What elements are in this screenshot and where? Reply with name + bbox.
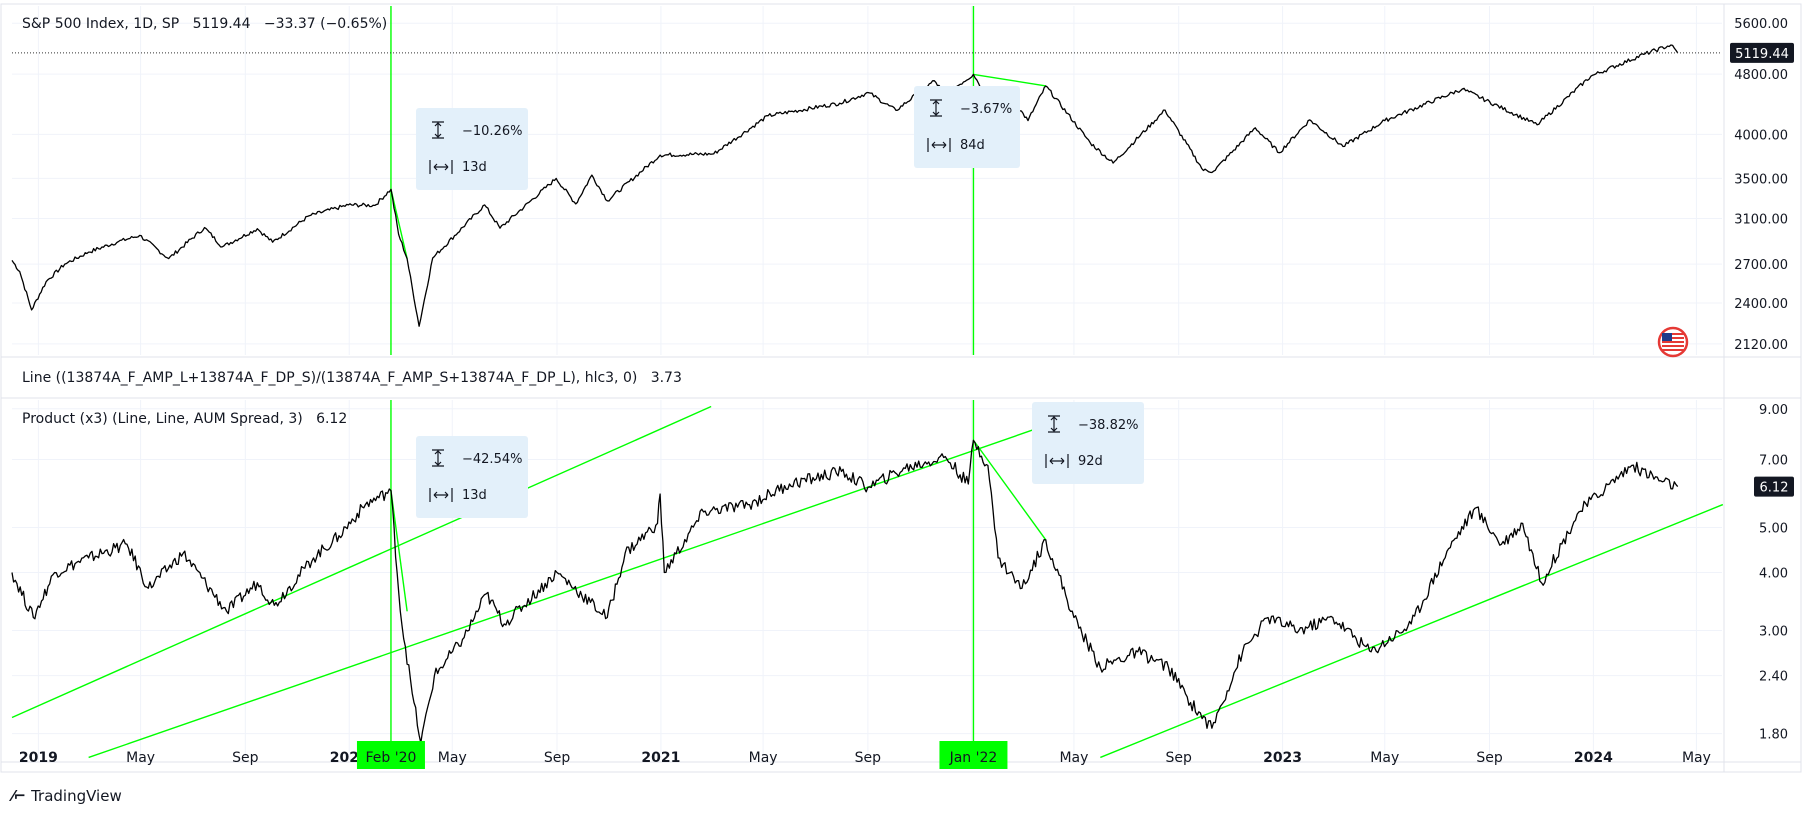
y-tick-label: 1.80 bbox=[1759, 728, 1788, 743]
y-tick-label: 4.00 bbox=[1759, 566, 1788, 581]
x-tick-label: May bbox=[126, 750, 155, 766]
measure-box-bg bbox=[416, 108, 528, 190]
measure-span-text: 13d bbox=[462, 160, 487, 175]
x-tick-label: May bbox=[1682, 750, 1711, 766]
bottom-legend: Product (x3) (Line, Line, AUM Spread, 3)… bbox=[22, 411, 347, 427]
y-tick-label: 3.00 bbox=[1759, 625, 1788, 640]
mid-legend: Line ((13874A_F_AMP_L+13874A_F_DP_S)/(13… bbox=[22, 370, 682, 386]
trend-line bbox=[972, 439, 1047, 541]
date-range-icon bbox=[429, 488, 453, 502]
y-tick-label: 2.40 bbox=[1759, 670, 1788, 685]
x-tick-label: May bbox=[749, 750, 778, 766]
measure-box: −38.82% 92d bbox=[1032, 402, 1144, 484]
date-range-icon bbox=[1045, 454, 1069, 468]
bottom-legend-value: 6.12 bbox=[316, 411, 348, 427]
y-tick-label: 9.00 bbox=[1759, 403, 1788, 418]
bottom-legend-label: Product (x3) (Line, Line, AUM Spread, 3) bbox=[22, 411, 303, 427]
measure-box-bg bbox=[914, 86, 1020, 168]
date-highlight-marker bbox=[939, 741, 1008, 769]
top-legend-symbol: S&P 500 Index, 1D, SP bbox=[22, 16, 180, 32]
price-range-icon bbox=[432, 449, 444, 467]
date-range-icon bbox=[927, 138, 951, 152]
y-tick-label: 5600.00 bbox=[1734, 17, 1788, 32]
x-tick-label: 2024 bbox=[1574, 750, 1613, 766]
date-highlight-marker bbox=[356, 741, 425, 769]
last-value-text: 5119.44 bbox=[1735, 47, 1789, 62]
measure-box: −3.67% 84d bbox=[914, 86, 1020, 168]
pane-1-plot bbox=[11, 400, 1724, 760]
price-range-icon bbox=[1048, 415, 1060, 433]
last-value-text: 6.12 bbox=[1760, 481, 1789, 496]
trend-line bbox=[1100, 503, 1724, 759]
chart-frame bbox=[0, 3, 1802, 773]
x-tick-label: 2021 bbox=[641, 750, 680, 766]
measure-span-text: 92d bbox=[1078, 454, 1103, 469]
x-tick-label: Sep bbox=[544, 750, 571, 766]
us-flag-stripe bbox=[1662, 337, 1684, 339]
y-tick-label: 2400.00 bbox=[1734, 297, 1788, 312]
measure-change-text: −3.67% bbox=[960, 102, 1012, 117]
top-legend-last: 5119.44 bbox=[192, 16, 251, 32]
us-flag-stripe bbox=[1662, 345, 1684, 347]
tradingview-logo-text: TradingView bbox=[31, 787, 122, 805]
price-range-icon bbox=[930, 99, 942, 117]
tradingview-logo-icon: ⁄⌐ bbox=[12, 787, 26, 805]
measure-span-text: 13d bbox=[462, 488, 487, 503]
measure-change-text: −10.26% bbox=[462, 124, 522, 139]
x-tick-label: Sep bbox=[855, 750, 882, 766]
measure-change-text: −38.82% bbox=[1078, 418, 1138, 433]
trend-line bbox=[11, 405, 712, 719]
measure-box: −10.26% 13d bbox=[416, 108, 528, 190]
y-tick-label: 4000.00 bbox=[1734, 128, 1788, 143]
top-legend-change: −33.37 (−0.65%) bbox=[263, 16, 388, 32]
y-tick-label: 3500.00 bbox=[1734, 172, 1788, 187]
us-flag-canton bbox=[1662, 333, 1672, 341]
y-tick-label: 2700.00 bbox=[1734, 258, 1788, 273]
trend-line bbox=[390, 490, 408, 612]
y-tick-label: 3100.00 bbox=[1734, 212, 1788, 227]
trend-line bbox=[973, 73, 1046, 87]
measure-box: −42.54% 13d bbox=[416, 436, 528, 518]
series-line bbox=[11, 439, 1679, 744]
trend-line bbox=[390, 189, 408, 259]
y-tick-label: 7.00 bbox=[1759, 454, 1788, 469]
top-legend: S&P 500 Index, 1D, SP 5119.44 −33.37 (−0… bbox=[22, 16, 387, 32]
us-flag-stripe bbox=[1662, 341, 1684, 343]
x-tick-label: May bbox=[1370, 750, 1399, 766]
x-tick-label: May bbox=[1059, 750, 1088, 766]
price-range-icon bbox=[432, 121, 444, 139]
x-tick-label: Sep bbox=[232, 750, 259, 766]
last-value-marker bbox=[1730, 42, 1794, 63]
y-tick-label: 2120.00 bbox=[1734, 338, 1788, 353]
measure-change-text: −42.54% bbox=[462, 452, 522, 467]
series-line bbox=[11, 44, 1679, 327]
mid-legend-formula: Line ((13874A_F_AMP_L+13874A_F_DP_S)/(13… bbox=[22, 370, 638, 386]
y-tick-label: 4800.00 bbox=[1734, 68, 1788, 83]
x-tick-label: 2023 bbox=[1263, 750, 1302, 766]
x-tick-label: Sep bbox=[1165, 750, 1192, 766]
date-range-icon bbox=[429, 160, 453, 174]
measure-box-bg bbox=[1032, 402, 1144, 484]
y-tick-label: 5.00 bbox=[1759, 521, 1788, 536]
measure-span-text: 84d bbox=[960, 138, 985, 153]
us-flag-stripe bbox=[1662, 333, 1684, 335]
mid-legend-value: 3.73 bbox=[650, 370, 682, 386]
us-flag-icon bbox=[1657, 326, 1689, 358]
x-tick-label: 2019 bbox=[19, 750, 58, 766]
x-tick-label: Sep bbox=[1476, 750, 1503, 766]
pane-0-plot bbox=[11, 6, 1722, 355]
us-flag-stripe bbox=[1662, 349, 1684, 351]
x-tick-label: May bbox=[438, 750, 467, 766]
date-highlight-text: Jan '22 bbox=[949, 750, 998, 766]
measure-box-bg bbox=[416, 436, 528, 518]
date-highlight-text: Feb '20 bbox=[366, 750, 417, 766]
last-value-marker bbox=[1754, 476, 1794, 497]
tradingview-logo[interactable]: ⁄⌐ TradingView bbox=[12, 787, 122, 805]
